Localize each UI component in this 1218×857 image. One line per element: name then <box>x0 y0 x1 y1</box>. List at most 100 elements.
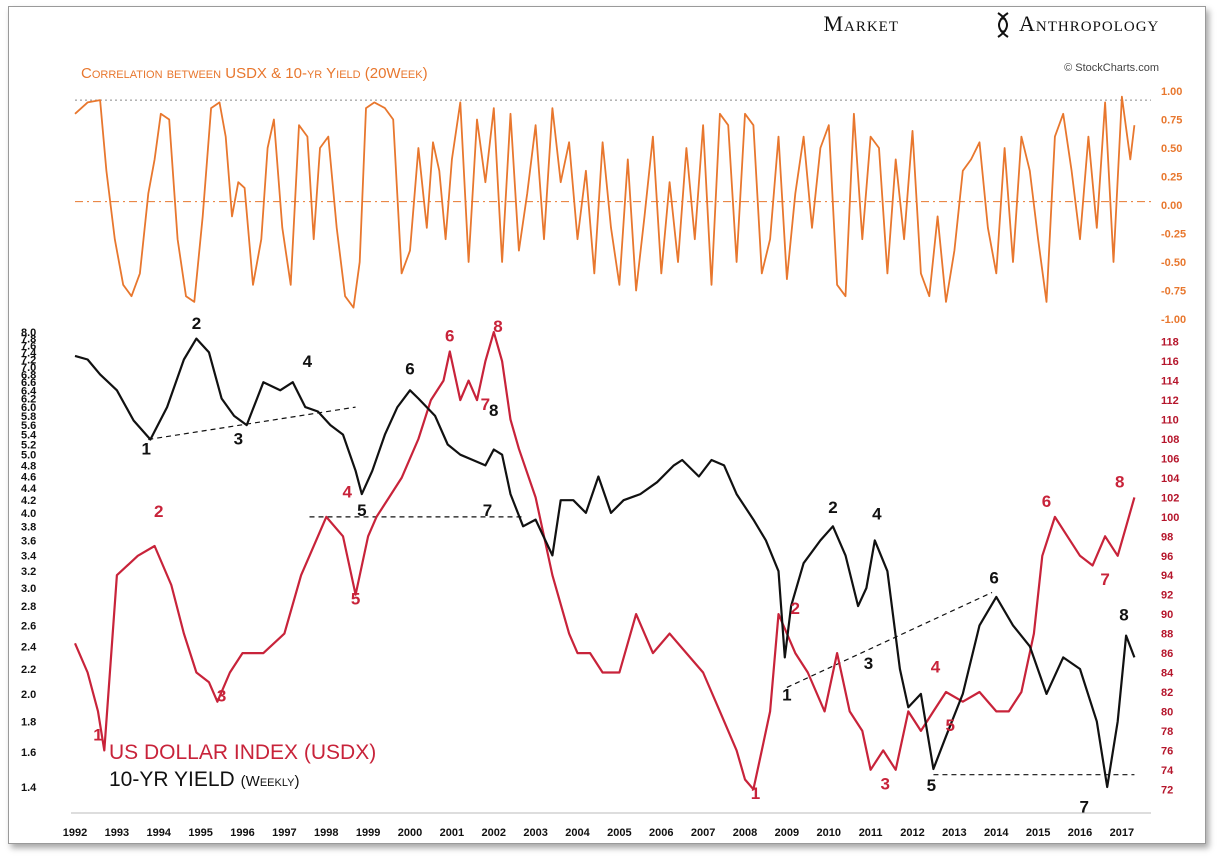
usdx-tick-label: 82 <box>1161 687 1173 699</box>
usdx-tick-label: 106 <box>1161 453 1179 465</box>
yield-wave-label: 2 <box>828 498 837 517</box>
corr-tick-label: 0.00 <box>1161 200 1182 212</box>
chart-canvas: Market Anthropology Correlation between … <box>21 11 1186 839</box>
usdx-wave-label: 7 <box>1100 570 1109 589</box>
yield-tick-label: 4.4 <box>21 483 37 495</box>
x-tick-label: 1994 <box>147 827 172 839</box>
x-tick-label: 1993 <box>105 827 129 839</box>
x-tick-label: 1992 <box>63 827 87 839</box>
brand-right: Anthropology <box>1019 11 1159 36</box>
yield-tick-label: 5.4 <box>21 430 37 442</box>
corr-tick-label: -0.75 <box>1161 286 1186 298</box>
usdx-wave-label: 3 <box>217 687 226 706</box>
x-tick-label: 2007 <box>691 827 715 839</box>
yield-wave-label: 5 <box>927 776 936 795</box>
usdx-tick-label: 118 <box>1161 337 1179 349</box>
yield-tick-label: 3.4 <box>21 550 37 562</box>
yield-wave-label: 3 <box>234 429 243 448</box>
usdx-tick-label: 114 <box>1161 376 1180 388</box>
yield-tick-label: 8.0 <box>21 327 36 339</box>
yield-wave-label: 4 <box>872 505 882 524</box>
x-tick-label: 2003 <box>523 827 547 839</box>
corr-tick-label: -0.25 <box>1161 229 1186 241</box>
x-tick-label: 1998 <box>314 827 338 839</box>
chart-frame: Market Anthropology Correlation between … <box>8 6 1206 844</box>
yield-wave-label: 7 <box>483 501 492 520</box>
yield-wave-label: 6 <box>989 569 998 588</box>
usdx-tick-label: 74 <box>1161 765 1174 777</box>
x-axis: 1992 1993 1994 1995 1996 1997 1998 1999 2000 2001… <box>63 812 1151 839</box>
trendline-3 <box>786 591 993 688</box>
x-tick-label: 2008 <box>733 827 757 839</box>
usdx-wave-label: 4 <box>342 482 352 501</box>
yield-tick-label: 3.8 <box>21 521 36 533</box>
x-tick-label: 1995 <box>188 827 212 839</box>
yield-wave-label: 8 <box>1119 605 1128 624</box>
legend-usdx: US DOLLAR INDEX (USDX) <box>109 741 376 764</box>
corr-tick-label: 1.00 <box>1161 86 1182 98</box>
usdx-tick-label: 92 <box>1161 590 1173 602</box>
yield-wave-label: 7 <box>1079 797 1088 816</box>
yield-tick-label: 7.4 <box>21 347 37 359</box>
corr-tick-label: -0.50 <box>1161 257 1186 269</box>
corr-tick-label: -1.00 <box>1161 314 1186 326</box>
credit-text: © StockCharts.com <box>1064 62 1159 74</box>
usdx-wave-label: 6 <box>445 327 454 346</box>
x-tick-label: 2001 <box>440 827 464 839</box>
x-tick-label: 1997 <box>272 827 296 839</box>
yield-tick-label: 3.6 <box>21 535 36 547</box>
usdx-wave-label: 4 <box>931 658 941 677</box>
x-tick-label: 1996 <box>230 827 254 839</box>
x-tick-label: 2000 <box>398 827 422 839</box>
legend-yield-sub: (Weekly) <box>241 773 300 790</box>
usdx-tick-label: 104 <box>1161 473 1180 485</box>
usdx-wave-label: 8 <box>493 317 502 336</box>
usdx-wave-label: 1 <box>93 726 102 745</box>
usdx-series-line <box>73 330 1136 791</box>
yield-tick-label: 2.8 <box>21 601 36 613</box>
usdx-tick-label: 84 <box>1161 668 1174 680</box>
x-tick-label: 2015 <box>1026 827 1050 839</box>
usdx-tick-label: 78 <box>1161 726 1173 738</box>
yield-tick-label: 4.8 <box>21 460 36 472</box>
x-tick-label: 2014 <box>984 827 1009 839</box>
usdx-wave-label: 8 <box>1115 473 1124 492</box>
correlation-panel: 1.00 0.75 0.50 0.25 0.00 -0.25 -0.50 -0.75 -1.00 <box>74 86 1186 326</box>
x-tick-label: 2002 <box>482 827 506 839</box>
legend-yield: 10-YR YIELD (Weekly) <box>109 768 299 791</box>
usdx-tick-label: 88 <box>1161 629 1173 641</box>
usdx-wave-label: 5 <box>945 716 954 735</box>
corr-tick-label: 0.50 <box>1161 143 1182 155</box>
x-tick-label: 2011 <box>859 827 883 839</box>
x-tick-label: 2006 <box>649 827 673 839</box>
yield-wave-label: 5 <box>357 501 366 520</box>
yield-wave-label: 1 <box>141 440 150 459</box>
usdx-wave-label: 2 <box>791 599 800 618</box>
x-tick-label: 2017 <box>1110 827 1134 839</box>
yield-tick-label: 4.6 <box>21 471 36 483</box>
yield-tick-label: 3.0 <box>21 583 36 595</box>
x-tick-label: 2016 <box>1068 827 1092 839</box>
yield-tick-label: 4.2 <box>21 495 36 507</box>
usdx-wave-label: 5 <box>351 589 360 608</box>
yield-tick-label: 2.2 <box>21 664 36 676</box>
usdx-wave-label: 7 <box>481 395 490 414</box>
corr-tick-label: 0.75 <box>1161 115 1182 127</box>
usdx-wave-label: 6 <box>1042 492 1051 511</box>
x-tick-label: 2005 <box>607 827 631 839</box>
yield-tick-label: 2.4 <box>21 641 37 653</box>
yield-wave-label: 1 <box>782 685 791 704</box>
usdx-wave-label: 1 <box>751 784 760 803</box>
x-tick-label: 2013 <box>942 827 966 839</box>
yield-wave-label: 4 <box>303 352 313 371</box>
usdx-tick-label: 94 <box>1161 570 1174 582</box>
usdx-tick-label: 86 <box>1161 648 1173 660</box>
yield-tick-label: 1.6 <box>21 747 36 759</box>
trendline-1 <box>148 406 356 441</box>
yield-tick-label: 6.2 <box>21 394 36 406</box>
usdx-yield-panel: 1181161141121101081061041021009896949290… <box>21 314 1180 817</box>
yield-tick-label: 4.0 <box>21 508 36 520</box>
yield-wave-label: 6 <box>405 359 414 378</box>
brand-left: Market <box>823 11 899 36</box>
yield-tick-label: 1.8 <box>21 716 36 728</box>
